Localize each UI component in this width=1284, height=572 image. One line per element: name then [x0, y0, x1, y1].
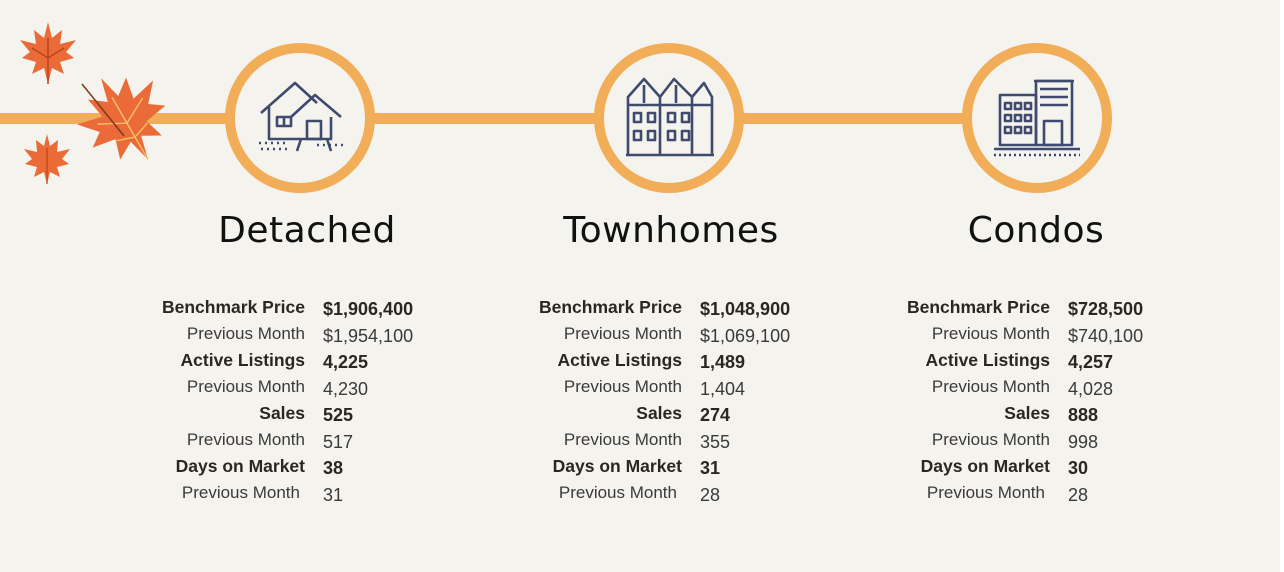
stat-value: 31: [700, 458, 721, 478]
townhomes-stats: Benchmark Price $1,048,900 Previous Month…: [0, 296, 790, 509]
stat-row: Previous Month $1,069,100: [0, 323, 790, 350]
stat-value: 4,230: [323, 378, 369, 399]
stat-label: Previous Month: [926, 482, 1045, 502]
stat-label: Benchmark Price: [539, 297, 682, 317]
stat-row: Previous Month 1,404: [0, 376, 745, 403]
stat-row: Previous Month 28: [0, 482, 720, 509]
stat-label: Benchmark Price: [162, 297, 305, 317]
stat-label: Active Listings: [180, 350, 305, 370]
stat-value: 1,489: [700, 352, 746, 372]
stat-value: $740,100: [1068, 325, 1144, 346]
stat-row: Benchmark Price $1,048,900: [0, 296, 790, 323]
stat-label: Sales: [636, 403, 682, 423]
stat-value: 1,404: [700, 378, 746, 399]
stat-label: Previous Month: [563, 376, 682, 396]
stat-value: 4,028: [1068, 378, 1114, 399]
stat-value: 4,225: [323, 352, 369, 372]
stat-label: Previous Month: [186, 429, 305, 449]
stat-label: Days on Market: [175, 456, 305, 476]
stat-row: Benchmark Price $1,906,400: [0, 296, 413, 323]
condo-building-icon: [994, 79, 1080, 157]
condos-stats: Benchmark Price $728,500 Previous Month $7…: [0, 296, 1143, 509]
stat-label: Previous Month: [931, 429, 1050, 449]
stat-value: 38: [323, 458, 344, 478]
townhouse-icon: [626, 77, 714, 157]
stat-label: Previous Month: [181, 482, 300, 502]
house-icon: [259, 81, 343, 152]
stat-value: $728,500: [1068, 299, 1144, 319]
stat-row: Benchmark Price $728,500: [0, 296, 1143, 323]
stat-row: Previous Month 4,028: [0, 376, 1113, 403]
stat-row: Previous Month $740,100: [0, 323, 1143, 350]
maple-leaf-icon: [20, 22, 76, 84]
stat-row: Previous Month 355: [0, 429, 730, 456]
stat-row: Previous Month $1,954,100: [0, 323, 413, 350]
stat-value: $1,048,900: [700, 299, 791, 319]
stat-row: Sales 888: [0, 402, 1098, 429]
stat-value: 517: [323, 431, 354, 452]
stat-label: Previous Month: [563, 323, 682, 343]
stat-label: Days on Market: [552, 456, 682, 476]
stat-value: 998: [1068, 431, 1099, 452]
stat-label: Sales: [259, 403, 305, 423]
category-title-detached: Detached: [218, 210, 396, 251]
stat-value: 355: [700, 431, 731, 452]
stat-row: Days on Market 38: [0, 455, 343, 482]
stat-label: Days on Market: [920, 456, 1050, 476]
stat-value: $1,906,400: [323, 299, 414, 319]
stat-value: 28: [1068, 484, 1089, 505]
stat-label: Previous Month: [931, 323, 1050, 343]
stat-label: Previous Month: [563, 429, 682, 449]
stat-label: Benchmark Price: [907, 297, 1050, 317]
stat-label: Previous Month: [931, 376, 1050, 396]
maple-leaf-icon: [76, 77, 166, 160]
timeline-bar: [0, 113, 1090, 124]
stat-value: 888: [1068, 405, 1099, 425]
stat-row: Sales 525: [0, 402, 353, 429]
stat-row: Active Listings 1,489: [0, 349, 746, 376]
stat-row: Previous Month 28: [0, 482, 1088, 509]
stat-row: Previous Month 4,230: [0, 376, 368, 403]
stat-row: Days on Market 30: [0, 455, 1088, 482]
detached-icon-circle: [225, 43, 375, 193]
stat-value: $1,069,100: [700, 325, 791, 346]
stat-value: 30: [1068, 458, 1089, 478]
stat-label: Previous Month: [186, 323, 305, 343]
stat-row: Sales 274: [0, 402, 730, 429]
stat-row: Days on Market 31: [0, 455, 720, 482]
stat-label: Previous Month: [558, 482, 677, 502]
stat-label: Previous Month: [186, 376, 305, 396]
maple-leaf-icon: [24, 134, 70, 184]
stat-row: Active Listings 4,225: [0, 349, 369, 376]
stat-label: Sales: [1004, 403, 1050, 423]
stat-row: Previous Month 517: [0, 429, 353, 456]
stat-row: Previous Month 998: [0, 429, 1098, 456]
stat-label: Active Listings: [925, 350, 1050, 370]
townhomes-icon-circle: [594, 43, 744, 193]
stat-value: 4,257: [1068, 352, 1114, 372]
stat-value: $1,954,100: [323, 325, 414, 346]
detached-stats: Benchmark Price $1,906,400 Previous Month…: [0, 296, 413, 509]
category-title-condos: Condos: [967, 210, 1105, 251]
stat-value: 274: [700, 405, 731, 425]
stat-row: Active Listings 4,257: [0, 349, 1114, 376]
stat-row: Previous Month 31: [0, 482, 343, 509]
stat-value: 28: [700, 484, 721, 505]
category-title-townhomes: Townhomes: [563, 210, 779, 251]
stat-value: 525: [323, 405, 354, 425]
page-edge: [1280, 0, 1284, 572]
stat-label: Active Listings: [557, 350, 682, 370]
condos-icon-circle: [962, 43, 1112, 193]
stat-value: 31: [323, 484, 344, 505]
